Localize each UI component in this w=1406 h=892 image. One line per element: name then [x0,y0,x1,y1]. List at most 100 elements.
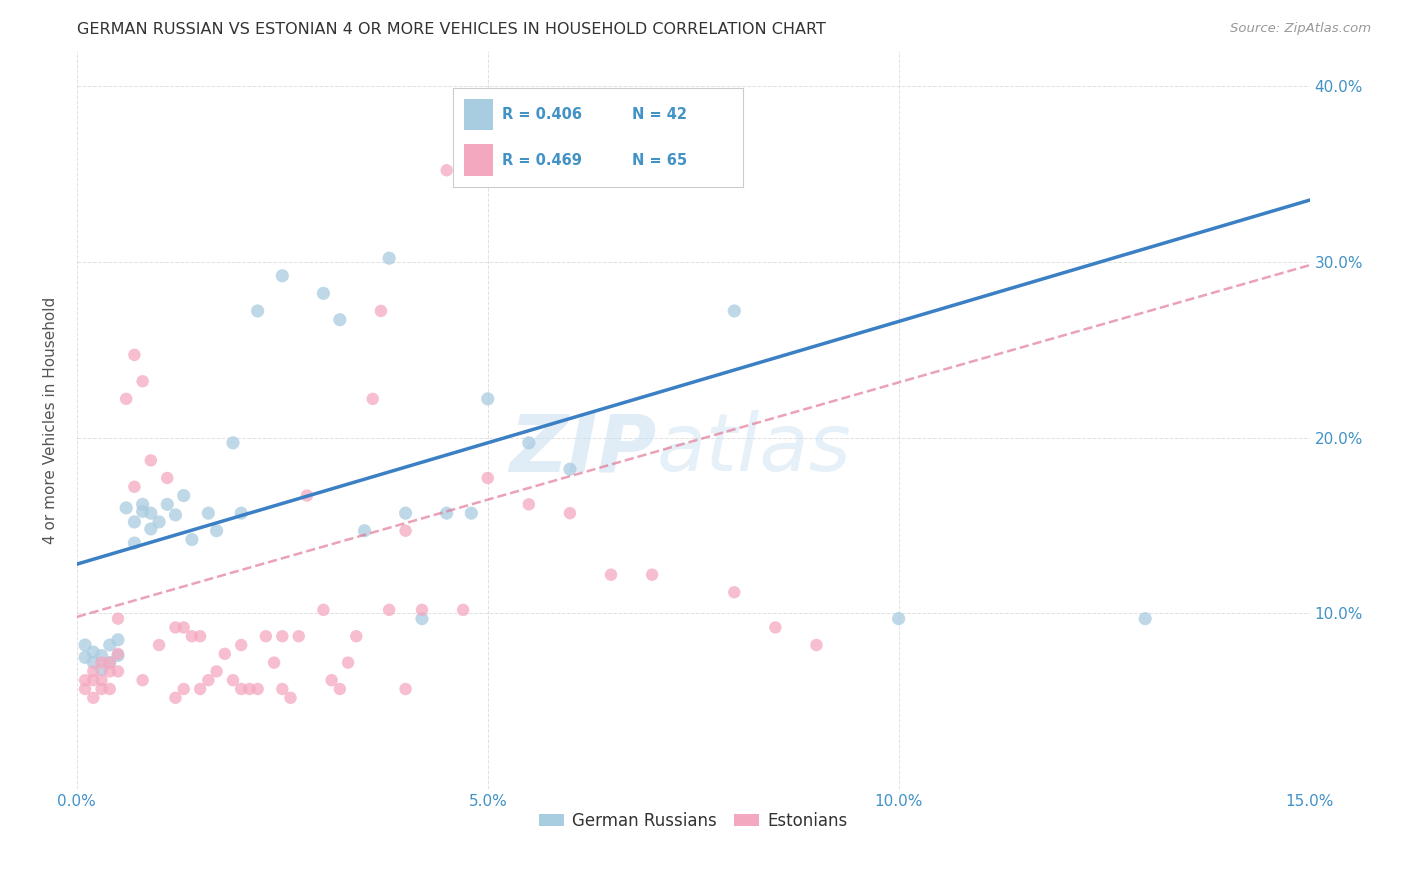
Point [139,453,162,467]
Point [180,533,202,547]
Point [394,506,416,520]
Point [124,480,146,494]
Point [75,673,97,688]
Point [378,251,401,265]
Point [394,524,416,538]
Point [90,663,112,677]
Point [600,567,623,582]
Point [188,681,211,696]
Point [115,392,138,406]
Point [124,536,146,550]
Point [214,647,236,661]
Point [763,620,786,634]
Point [131,504,153,518]
Point [75,650,97,665]
Point [82,665,104,679]
Point [378,603,401,617]
Point [280,690,302,705]
Point [222,673,245,688]
Point [271,629,294,643]
Point [436,163,458,178]
Point [231,638,253,652]
Point [165,620,187,634]
Point [165,508,187,522]
Point [124,348,146,362]
Point [312,603,335,617]
Point [107,648,129,663]
Text: atlas: atlas [657,410,851,489]
Point [124,515,146,529]
Point [723,304,745,318]
Point [90,656,112,670]
Point [353,524,375,538]
Point [477,392,499,406]
Point [517,497,540,511]
Point [344,629,367,643]
Point [394,681,416,696]
Point [411,612,433,626]
Point [115,500,138,515]
Point [165,690,187,705]
Point [477,471,499,485]
Text: Source: ZipAtlas.com: Source: ZipAtlas.com [1230,22,1371,36]
Point [205,665,228,679]
Point [312,286,335,301]
Text: ZIP: ZIP [509,410,657,489]
Point [287,629,309,643]
Point [107,632,129,647]
Point [98,638,121,652]
Point [460,506,482,520]
Point [107,612,129,626]
Point [231,681,253,696]
Point [246,304,269,318]
Point [131,673,153,688]
Point [723,585,745,599]
Point [295,489,318,503]
Point [131,497,153,511]
Legend: German Russians, Estonians: German Russians, Estonians [533,805,853,837]
Y-axis label: 4 or more Vehicles in Household: 4 or more Vehicles in Household [44,296,58,543]
Point [90,648,112,663]
Point [90,673,112,688]
Point [321,673,343,688]
Point [82,690,104,705]
Point [411,603,433,617]
Point [337,656,360,670]
Point [370,304,392,318]
Point [98,656,121,670]
Point [156,471,179,485]
Point [222,435,245,450]
Point [329,681,352,696]
Point [238,681,260,696]
Point [98,681,121,696]
Point [197,506,219,520]
Point [107,647,129,661]
Point [231,506,253,520]
Point [263,656,285,670]
Point [558,462,581,476]
Text: GERMAN RUSSIAN VS ESTONIAN 4 OR MORE VEHICLES IN HOUSEHOLD CORRELATION CHART: GERMAN RUSSIAN VS ESTONIAN 4 OR MORE VEH… [77,22,827,37]
Point [197,673,219,688]
Point [156,497,179,511]
Point [98,665,121,679]
Point [131,374,153,388]
Point [451,603,474,617]
Point [173,489,195,503]
Point [98,656,121,670]
Point [107,665,129,679]
Point [806,638,828,652]
Point [188,629,211,643]
Point [271,268,294,283]
Point [246,681,269,696]
Point [173,681,195,696]
Point [205,524,228,538]
Point [82,673,104,688]
Point [82,645,104,659]
Point [329,312,352,326]
Point [254,629,277,643]
Point [173,620,195,634]
Point [82,656,104,670]
Point [641,567,664,582]
Point [271,681,294,696]
Point [148,515,170,529]
